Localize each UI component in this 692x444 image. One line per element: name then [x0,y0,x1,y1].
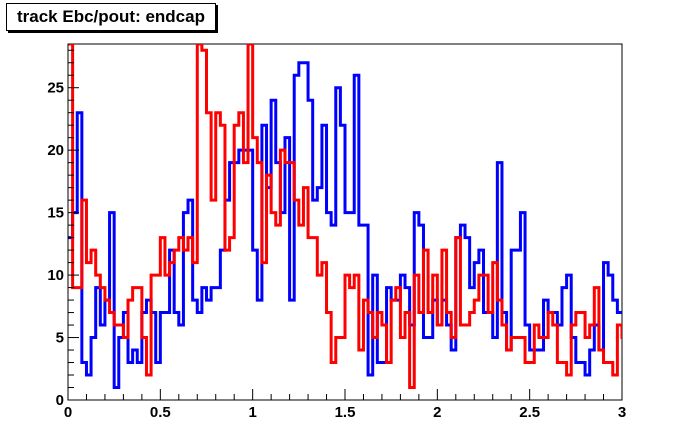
x-tick-label: 3 [618,404,626,421]
x-tick-label: 1 [248,404,256,421]
y-tick-label: 10 [47,267,64,284]
series-1-line [68,61,622,390]
series-group [68,44,622,390]
series-2-line [68,44,622,390]
axes-group: 0 0.5 1 1.5 2 2.5 3 0 5 10 15 20 25 [47,44,626,421]
y-tick-label: 15 [47,205,64,222]
chart-title: track Ebc/pout: endcap [6,3,216,31]
x-tick-label: 0 [64,404,72,421]
x-tick-label: 0.5 [150,404,171,421]
y-tick-label: 25 [47,80,64,97]
y-tick-label: 5 [56,330,64,347]
x-tick-label: 1.5 [335,404,356,421]
y-tick-label: 20 [47,142,64,159]
x-tick-label: 2 [433,404,441,421]
y-tick-label: 0 [56,392,64,409]
x-tick-label: 2.5 [519,404,540,421]
